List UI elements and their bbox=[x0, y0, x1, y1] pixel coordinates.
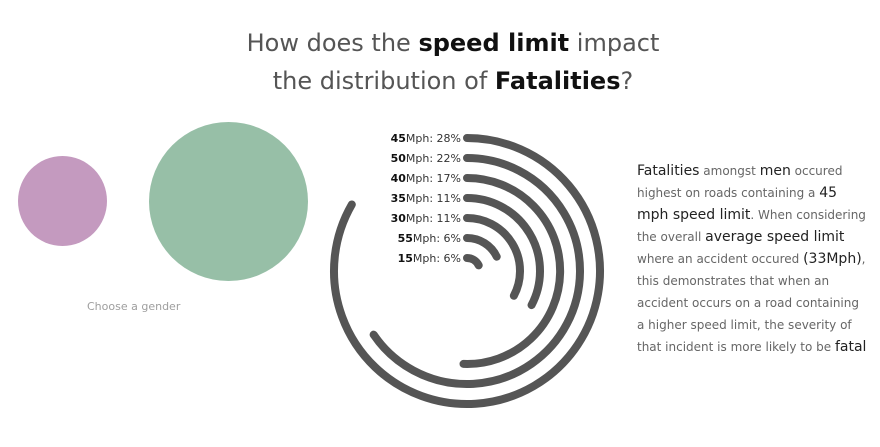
radial-bar-label: 55Mph: 6% bbox=[398, 232, 461, 245]
title-text: How does the bbox=[246, 29, 419, 57]
radial-bar-15mph[interactable] bbox=[463, 254, 483, 270]
radial-bar-label-value: Mph: 28% bbox=[406, 132, 461, 145]
radial-bar-label: 50Mph: 22% bbox=[391, 152, 461, 165]
radial-bar-40mph[interactable] bbox=[459, 174, 565, 368]
title-line-1: How does the speed limit impact bbox=[0, 24, 880, 62]
radial-bar-55mph[interactable] bbox=[463, 234, 501, 261]
radial-bar-label-value: Mph: 22% bbox=[406, 152, 461, 165]
annotation-highlight: fatal bbox=[834, 339, 867, 355]
radial-bar-label: 30Mph: 11% bbox=[391, 212, 461, 225]
annotation-highlight: Fatalities bbox=[637, 163, 700, 179]
radial-bar-label: 40Mph: 17% bbox=[391, 172, 461, 185]
radial-bar-label-speed: 35 bbox=[391, 192, 406, 205]
radial-bar-label-value: Mph: 11% bbox=[406, 212, 461, 225]
page-title: How does the speed limit impact the dist… bbox=[0, 24, 880, 100]
title-emphasis-fatalities: Fatalities bbox=[494, 67, 621, 95]
radial-bar-label-speed: 55 bbox=[398, 232, 413, 245]
annotation-highlight: average speed limit bbox=[705, 229, 845, 245]
radial-bar-label-speed: 50 bbox=[391, 152, 407, 165]
radial-bar-35mph[interactable] bbox=[463, 194, 544, 310]
title-text: ? bbox=[620, 67, 634, 95]
annotation-span: , this demonstrates that when an acciden… bbox=[637, 252, 866, 354]
gender-male-circle[interactable] bbox=[149, 122, 308, 281]
gender-female-circle[interactable] bbox=[18, 156, 107, 246]
radial-bar-label-value: Mph: 6% bbox=[413, 232, 461, 245]
radial-bar-label-value: Mph: 17% bbox=[406, 172, 461, 185]
radial-bar-50mph[interactable] bbox=[369, 154, 584, 388]
title-emphasis-speed-limit: speed limit bbox=[418, 29, 570, 57]
radial-bar-label-value: Mph: 6% bbox=[413, 252, 461, 265]
radial-bar-label-speed: 40 bbox=[391, 172, 407, 185]
radial-bar-label-value: Mph: 11% bbox=[406, 192, 461, 205]
annotation-span: occured highest on roads containing a bbox=[637, 164, 843, 200]
title-text: the distribution of bbox=[272, 67, 495, 95]
radial-bar-label: 45Mph: 28% bbox=[391, 132, 461, 145]
annotation-highlight: 45 mph speed limit bbox=[637, 185, 838, 223]
radial-bar-labels: 45Mph: 28%50Mph: 22%40Mph: 17%35Mph: 11%… bbox=[391, 132, 461, 265]
annotation-span: amongst bbox=[699, 164, 760, 178]
title-line-2: the distribution of Fatalities? bbox=[0, 62, 880, 100]
annotation-highlight: men bbox=[759, 163, 791, 179]
radial-bar-label: 35Mph: 11% bbox=[391, 192, 461, 205]
annotation-span: . When considering the overall bbox=[637, 208, 866, 244]
annotation-span: where an accident occured bbox=[637, 252, 804, 266]
gender-filter-label: Choose a gender bbox=[87, 300, 181, 313]
annotation-text: Fatalities amongst men occured highest o… bbox=[637, 160, 869, 358]
radial-bars bbox=[330, 134, 604, 408]
radial-bar-30mph[interactable] bbox=[463, 214, 524, 300]
title-text: impact bbox=[569, 29, 660, 57]
radial-bar-45mph[interactable] bbox=[330, 134, 604, 408]
radial-bar-label: 15Mph: 6% bbox=[398, 252, 461, 265]
radial-bar-label-speed: 45 bbox=[391, 132, 406, 145]
annotation-highlight: (33Mph) bbox=[803, 251, 862, 267]
radial-bar-label-speed: 15 bbox=[398, 252, 413, 265]
radial-bar-label-speed: 30 bbox=[391, 212, 407, 225]
